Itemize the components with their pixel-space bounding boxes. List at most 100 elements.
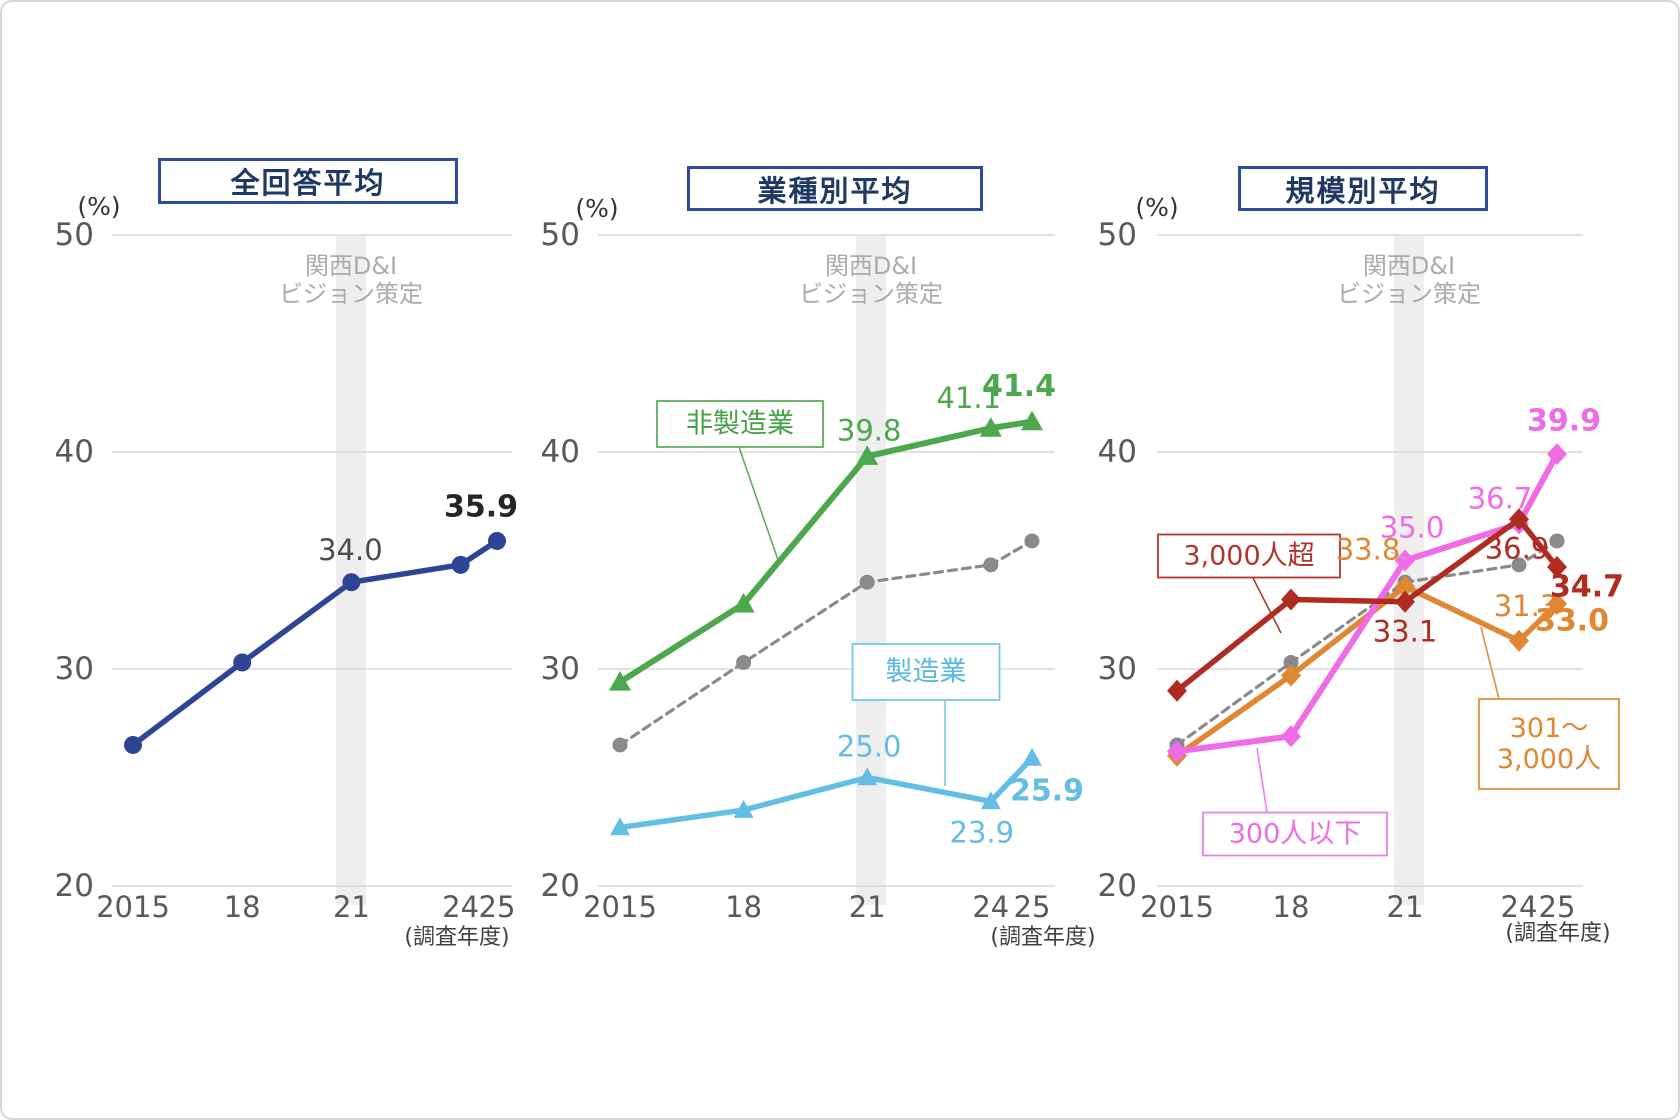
callout-box <box>1478 698 1620 790</box>
series-callout: 3,000人超 <box>1157 533 1341 634</box>
y-tick-label: 50 <box>541 217 580 253</box>
data-point-marker <box>1021 410 1043 431</box>
data-point-marker <box>233 653 252 672</box>
data-point-marker <box>1283 654 1299 670</box>
data-label-33.1: 33.1 <box>1373 615 1438 649</box>
series-non-manufacturing <box>609 410 1043 691</box>
callout-leader-line <box>1256 747 1268 813</box>
data-point-marker <box>1281 664 1301 687</box>
callout-box <box>1157 533 1341 579</box>
vision-band-label-line1: 関西D&I <box>1363 252 1455 280</box>
data-point-marker <box>609 671 631 691</box>
data-point-marker <box>1167 679 1187 702</box>
series-callout: 301〜3,000人 <box>1478 626 1620 790</box>
data-point-marker <box>979 417 1002 437</box>
data-point-marker <box>733 800 754 818</box>
series-manufacturing <box>610 747 1042 836</box>
x-axis-note-2: (調査年度) <box>990 925 1096 950</box>
data-label-33.8: 33.8 <box>1336 533 1401 567</box>
callout-box <box>1202 811 1388 857</box>
y-axis-unit-2: (%) <box>575 194 619 223</box>
data-point-marker <box>1547 592 1567 615</box>
chart-title-size: 規模別平均 <box>1285 173 1441 208</box>
y-tick-label: 20 <box>541 868 580 904</box>
callout-label: 製造業 <box>886 657 967 688</box>
x-tick-label: 21 <box>1387 890 1424 924</box>
data-label-23.9: 23.9 <box>950 815 1015 849</box>
callout-leader-line <box>1480 626 1500 700</box>
data-point-marker <box>1547 556 1567 579</box>
data-point-marker <box>1022 747 1042 766</box>
x-tick-label: 21 <box>849 890 886 924</box>
vision-band-label-line2: ビジョン策定 <box>799 280 943 308</box>
series-overall <box>612 533 1040 753</box>
data-point-marker <box>612 737 628 753</box>
vision-band <box>336 236 366 905</box>
data-label-41.4: 41.4 <box>982 369 1056 404</box>
data-label-39.9: 39.9 <box>1527 404 1601 439</box>
data-point-marker <box>732 592 755 613</box>
y-tick-label: 30 <box>55 651 94 687</box>
data-label-34.0: 34.0 <box>318 533 383 567</box>
x-tick-label: 24 <box>1501 890 1538 924</box>
x-tick-label: 18 <box>224 890 261 924</box>
data-point-marker <box>488 531 506 550</box>
x-axis-note-1: (調査年度) <box>404 925 510 950</box>
callout-box <box>656 400 824 448</box>
x-tick-label: 25 <box>479 890 516 924</box>
y-tick-label: 40 <box>55 434 94 470</box>
data-point-marker <box>1024 533 1040 549</box>
y-tick-label: 30 <box>541 651 580 687</box>
data-point-marker <box>1549 533 1565 549</box>
callout-label: 3,000人 <box>1497 744 1601 775</box>
series-overall <box>124 531 506 754</box>
y-tick-label: 20 <box>55 868 94 904</box>
data-label-36.9: 36.9 <box>1485 531 1550 565</box>
vision-band <box>856 236 886 905</box>
chart-title-industry: 業種別平均 <box>757 173 913 208</box>
data-label-25.0: 25.0 <box>837 730 902 764</box>
series-size-over-3000 <box>1167 508 1567 702</box>
chart-title-overall: 全回答平均 <box>230 166 386 200</box>
vision-band-label-line1: 関西D&I <box>825 252 917 280</box>
data-label-39.8: 39.8 <box>837 413 902 447</box>
callout-label: 301〜 <box>1510 713 1589 744</box>
callout-leader-line <box>1252 577 1282 634</box>
x-tick-label: 2015 <box>1140 890 1214 924</box>
y-axis-unit-1: (%) <box>77 192 121 221</box>
y-tick-label: 40 <box>541 434 580 470</box>
series-size-301-3000 <box>1167 575 1567 767</box>
y-tick-label: 40 <box>1098 434 1137 470</box>
series-callout: 製造業 <box>851 643 1001 786</box>
data-point-marker <box>1509 508 1529 531</box>
series-line <box>617 418 1035 686</box>
x-tick-label: 25 <box>1539 890 1576 924</box>
data-point-marker <box>124 735 142 754</box>
data-point-marker <box>610 817 630 836</box>
vision-band-label-line2: ビジョン策定 <box>1337 280 1481 308</box>
data-point-marker <box>980 791 1001 810</box>
data-point-marker <box>1509 629 1529 652</box>
data-point-marker <box>857 767 878 786</box>
data-point-marker <box>736 654 752 670</box>
y-axis-unit-3: (%) <box>1135 193 1179 222</box>
data-label-35.9: 35.9 <box>444 489 518 524</box>
series-callout: 300人以下 <box>1202 747 1388 857</box>
data-point-marker <box>1395 549 1415 572</box>
vision-band-label-line1: 関西D&I <box>305 252 397 280</box>
callout-label: 3,000人超 <box>1183 541 1314 572</box>
data-point-marker <box>1281 725 1301 748</box>
data-label-41.1: 41.1 <box>937 381 1002 415</box>
data-label-35.0: 35.0 <box>1380 511 1445 545</box>
x-tick-label: 18 <box>725 890 762 924</box>
x-tick-label: 18 <box>1273 890 1310 924</box>
y-tick-label: 50 <box>55 217 94 253</box>
x-tick-label: 25 <box>1014 890 1051 924</box>
y-tick-label: 30 <box>1098 651 1137 687</box>
chart-title-box-overall: 全回答平均 <box>158 158 458 204</box>
data-point-marker <box>451 555 470 574</box>
